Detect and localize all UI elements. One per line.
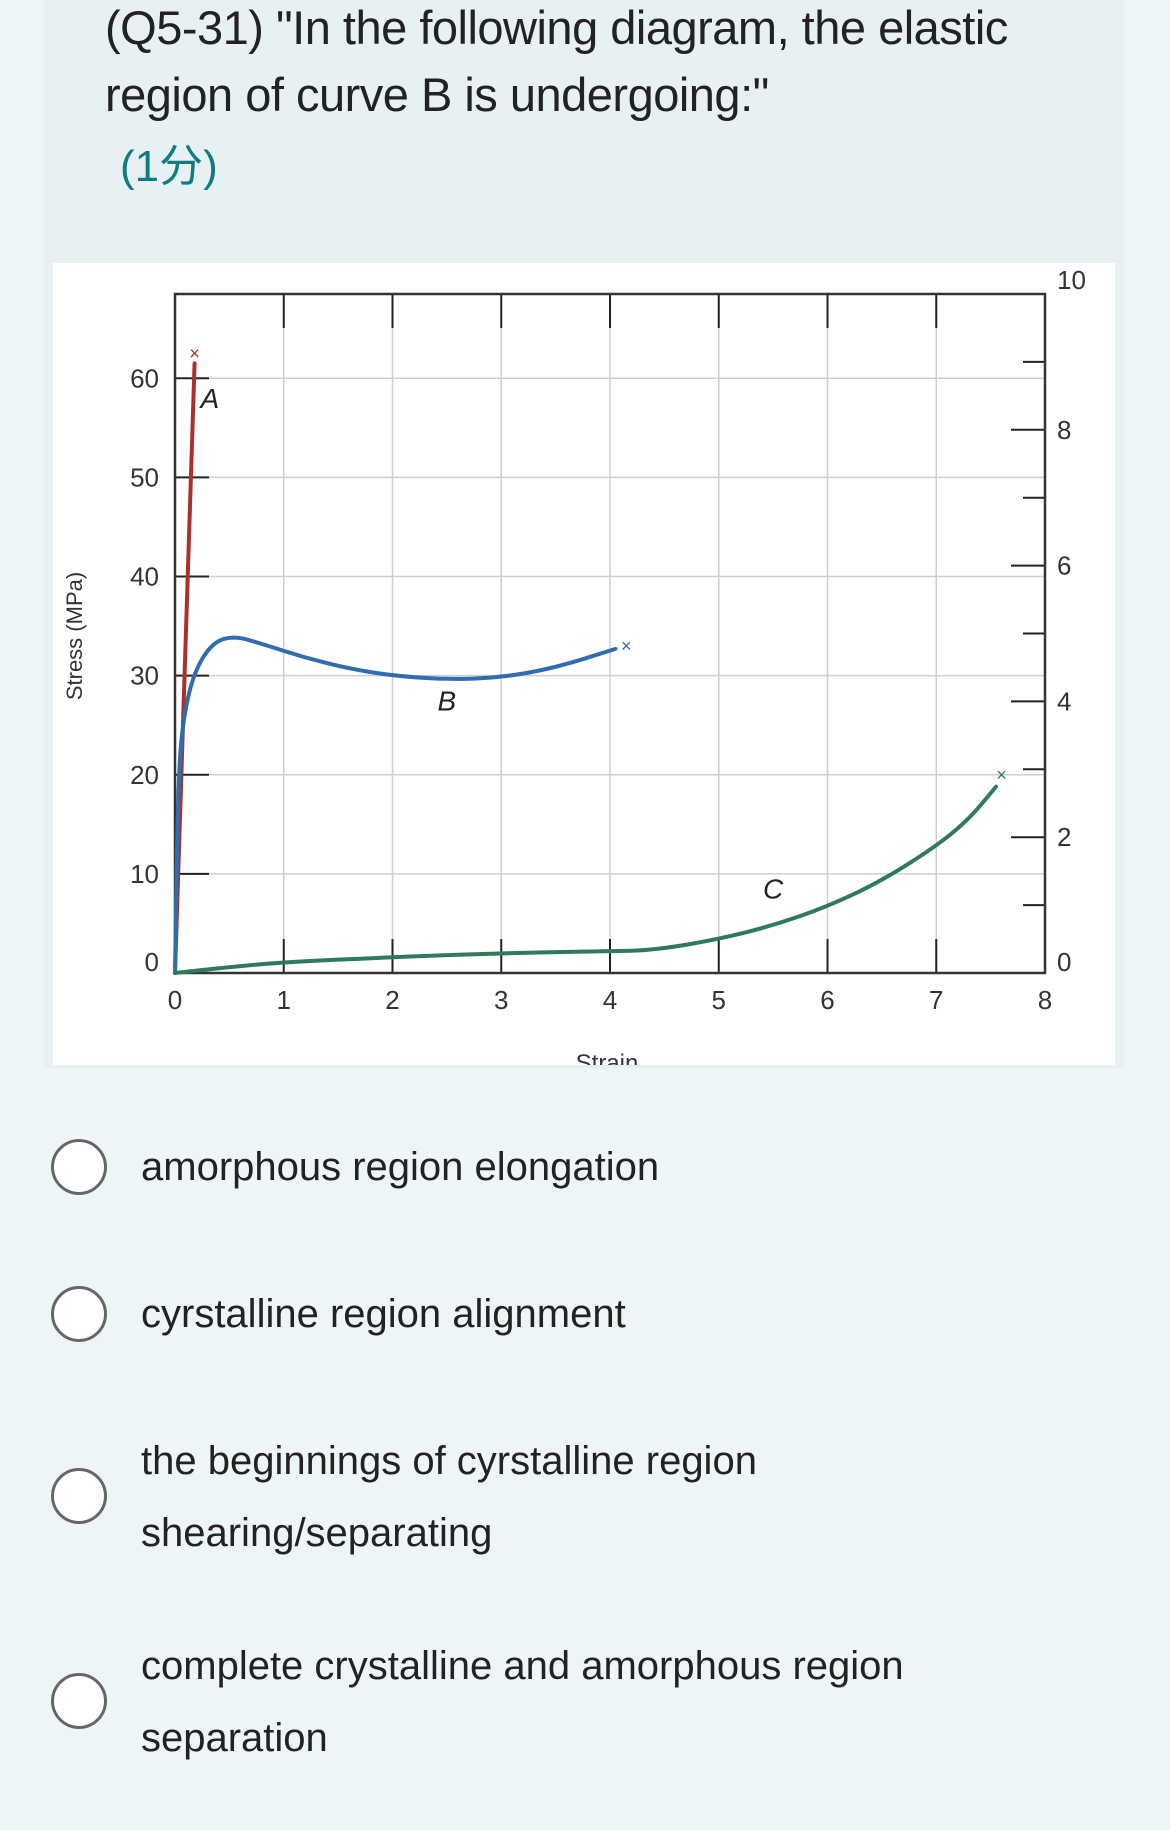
radio-button[interactable] bbox=[51, 1468, 107, 1524]
x-tick-label: 1 bbox=[277, 985, 291, 1015]
fracture-mark: × bbox=[189, 343, 200, 363]
x-tick-label: 8 bbox=[1038, 985, 1052, 1015]
x-tick-label: 5 bbox=[712, 985, 726, 1015]
plot-frame bbox=[173, 292, 1047, 975]
y-tick-label: 10 bbox=[130, 859, 159, 889]
curve-b bbox=[173, 635, 618, 975]
x-tick-label: 6 bbox=[820, 985, 834, 1015]
question-title: (Q5-31) "In the following diagram, the e… bbox=[105, 1, 1008, 121]
x-axis-label: Strain bbox=[576, 1050, 639, 1065]
curve-label-b: B bbox=[438, 685, 457, 716]
points-label: (1分) bbox=[120, 142, 218, 191]
y-tick-label: 40 bbox=[130, 562, 159, 592]
stress-strain-chart: 0 1 2 3 4 5 6 7 8 0 10 20 30 40 50 60 0 2 4 6 8 10 × A × B × C Str… bbox=[53, 263, 1115, 1065]
x-tick-label: 7 bbox=[929, 985, 943, 1015]
y2-tick-label: 2 bbox=[1057, 822, 1071, 852]
option-label: complete crystalline and amorphous regio… bbox=[141, 1644, 904, 1760]
y2-tick-label: 6 bbox=[1057, 551, 1071, 581]
option-label: the beginnings of cyrstalline region she… bbox=[141, 1439, 757, 1555]
radio-button[interactable] bbox=[51, 1286, 107, 1342]
y-tick-label: 20 bbox=[130, 760, 159, 790]
curve-label-c: C bbox=[763, 874, 784, 905]
y-tick-label: 50 bbox=[130, 462, 159, 492]
fracture-mark: × bbox=[621, 636, 632, 656]
option-label: cyrstalline region alignment bbox=[141, 1292, 626, 1336]
x-tick-label: 2 bbox=[385, 985, 399, 1015]
x-tick-label: 0 bbox=[168, 985, 182, 1015]
y-tick-label: 60 bbox=[130, 363, 159, 393]
radio-button[interactable] bbox=[51, 1673, 107, 1729]
y-axis-label: Stress (MPa) bbox=[62, 572, 87, 700]
curve-c bbox=[173, 784, 999, 975]
x-tick-label: 3 bbox=[494, 985, 508, 1015]
y-tick-label: 30 bbox=[130, 661, 159, 691]
fracture-mark: × bbox=[996, 765, 1007, 785]
x-tick-label: 4 bbox=[603, 985, 617, 1015]
curve-label-a: A bbox=[198, 383, 219, 414]
curves: × A × B × C bbox=[173, 343, 1007, 975]
y2-tick-label: 8 bbox=[1057, 415, 1071, 445]
option-label: amorphous region elongation bbox=[141, 1145, 660, 1189]
radio-button[interactable] bbox=[51, 1139, 107, 1195]
y2-tick-label: 10 bbox=[1057, 265, 1086, 295]
grid bbox=[175, 294, 1045, 973]
y2-tick-label: 0 bbox=[1057, 947, 1071, 977]
y-tick-label: 0 bbox=[145, 947, 159, 977]
y2-tick-label: 4 bbox=[1057, 686, 1071, 716]
